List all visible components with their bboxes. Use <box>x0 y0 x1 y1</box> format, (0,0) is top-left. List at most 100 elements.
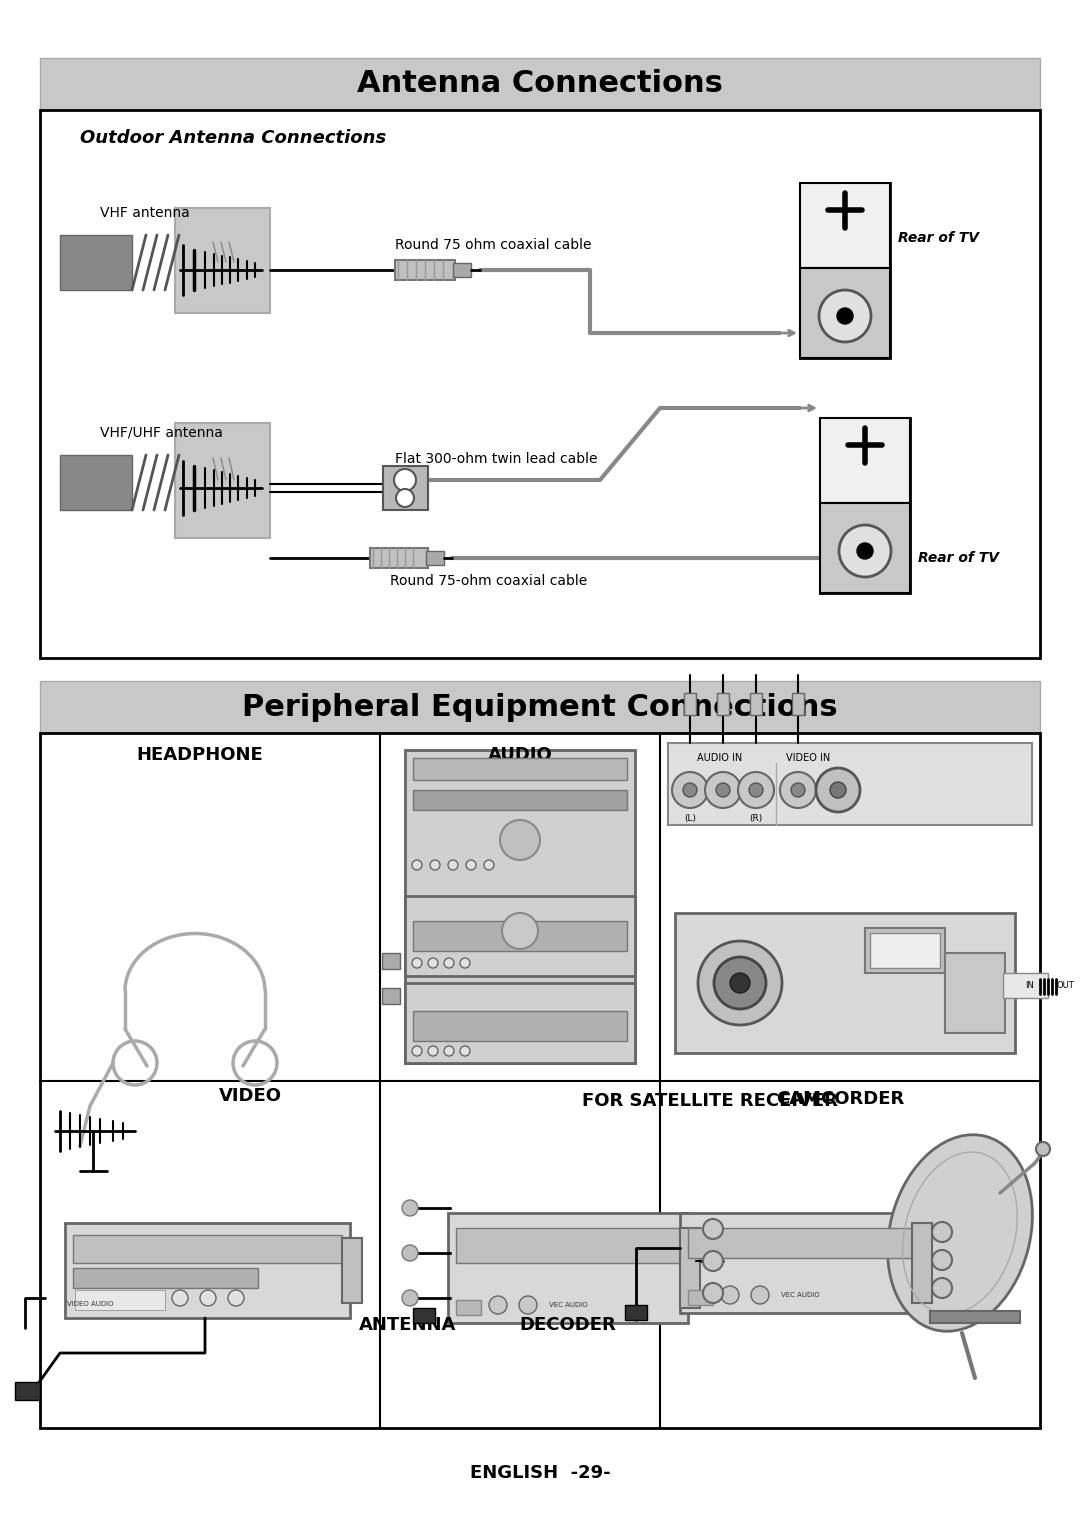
Text: VIDEO IN: VIDEO IN <box>786 753 831 762</box>
Bar <box>625 1305 647 1320</box>
Bar <box>342 1238 362 1303</box>
Bar <box>73 1235 342 1264</box>
Bar <box>680 1229 700 1308</box>
Text: VHF antenna: VHF antenna <box>100 206 190 220</box>
Circle shape <box>500 821 540 860</box>
Bar <box>792 694 804 715</box>
Bar <box>405 750 635 1063</box>
Circle shape <box>448 860 458 869</box>
Bar <box>800 183 890 267</box>
Bar <box>15 1381 40 1400</box>
Circle shape <box>820 772 856 808</box>
Bar <box>750 694 762 715</box>
Bar <box>930 1311 1020 1323</box>
Circle shape <box>819 290 870 342</box>
Bar <box>426 552 444 565</box>
Circle shape <box>672 772 708 808</box>
Text: Outdoor Antenna Connections: Outdoor Antenna Connections <box>80 128 387 147</box>
Circle shape <box>484 860 494 869</box>
Bar <box>413 790 627 810</box>
Bar <box>669 743 1032 825</box>
Circle shape <box>465 860 476 869</box>
Circle shape <box>721 1287 739 1303</box>
Circle shape <box>932 1250 951 1270</box>
Bar <box>40 733 1040 1429</box>
Text: Flat 300-ohm twin lead cable: Flat 300-ohm twin lead cable <box>395 452 597 466</box>
Circle shape <box>932 1222 951 1242</box>
Bar <box>680 1213 920 1313</box>
Circle shape <box>402 1290 418 1306</box>
Text: AUDIO IN: AUDIO IN <box>698 753 743 762</box>
Bar <box>865 927 945 973</box>
Circle shape <box>430 860 440 869</box>
Circle shape <box>791 782 805 798</box>
Circle shape <box>683 782 697 798</box>
Circle shape <box>698 941 782 1025</box>
Text: ENGLISH  -29-: ENGLISH -29- <box>470 1464 610 1482</box>
Circle shape <box>489 1296 507 1314</box>
Bar <box>405 895 635 976</box>
Bar <box>1003 973 1048 998</box>
Circle shape <box>394 469 416 490</box>
Circle shape <box>200 1290 216 1306</box>
Bar <box>456 1300 481 1316</box>
Circle shape <box>703 1251 723 1271</box>
Text: AUDIO: AUDIO <box>488 746 552 764</box>
Text: Round 75-ohm coaxial cable: Round 75-ohm coaxial cable <box>390 575 588 588</box>
Text: VEC AUDIO: VEC AUDIO <box>781 1293 820 1297</box>
Circle shape <box>932 1277 951 1297</box>
Circle shape <box>411 860 422 869</box>
Circle shape <box>396 489 414 507</box>
Bar <box>688 1229 912 1258</box>
Text: (R): (R) <box>750 814 762 824</box>
Circle shape <box>1036 1141 1050 1157</box>
Circle shape <box>837 309 853 324</box>
Bar <box>60 455 132 510</box>
Bar <box>383 466 428 510</box>
Bar <box>65 1222 350 1319</box>
Circle shape <box>858 542 873 559</box>
Bar <box>820 503 910 593</box>
Text: VEC AUDIO: VEC AUDIO <box>549 1302 588 1308</box>
Text: Round 75 ohm coaxial cable: Round 75 ohm coaxial cable <box>395 238 592 252</box>
Text: ANTENNA: ANTENNA <box>360 1316 457 1334</box>
Bar <box>456 1229 680 1264</box>
Bar <box>40 58 1040 110</box>
Bar <box>684 694 696 715</box>
Bar <box>717 694 729 715</box>
Text: VHF/UHF antenna: VHF/UHF antenna <box>100 426 222 440</box>
Bar <box>382 953 400 969</box>
Text: Peripheral Equipment Connections: Peripheral Equipment Connections <box>242 692 838 721</box>
Bar <box>413 921 627 950</box>
Circle shape <box>839 526 891 578</box>
Circle shape <box>831 782 845 798</box>
Circle shape <box>428 1047 438 1056</box>
Circle shape <box>705 772 741 808</box>
Text: VIDEO: VIDEO <box>218 1086 282 1105</box>
Circle shape <box>460 958 470 969</box>
Text: DECODER: DECODER <box>519 1316 617 1334</box>
Bar <box>405 983 635 1063</box>
Circle shape <box>502 914 538 949</box>
Circle shape <box>730 973 750 993</box>
Bar <box>60 235 132 290</box>
Circle shape <box>402 1199 418 1216</box>
Circle shape <box>816 769 860 811</box>
Circle shape <box>703 1284 723 1303</box>
Bar <box>175 208 270 313</box>
Circle shape <box>444 1047 454 1056</box>
Bar <box>820 419 910 503</box>
Circle shape <box>780 772 816 808</box>
Bar <box>912 1222 932 1303</box>
Bar <box>945 953 1005 1033</box>
Text: FOR SATELLITE RECEIVER: FOR SATELLITE RECEIVER <box>582 1093 838 1109</box>
Circle shape <box>402 1245 418 1261</box>
Bar <box>75 1290 165 1309</box>
Circle shape <box>738 772 774 808</box>
Bar <box>800 183 890 358</box>
Bar <box>688 1290 713 1305</box>
Bar <box>800 267 890 358</box>
Bar <box>370 549 428 568</box>
Text: OUT: OUT <box>1056 981 1074 990</box>
Text: VIDEO AUDIO: VIDEO AUDIO <box>67 1300 113 1306</box>
